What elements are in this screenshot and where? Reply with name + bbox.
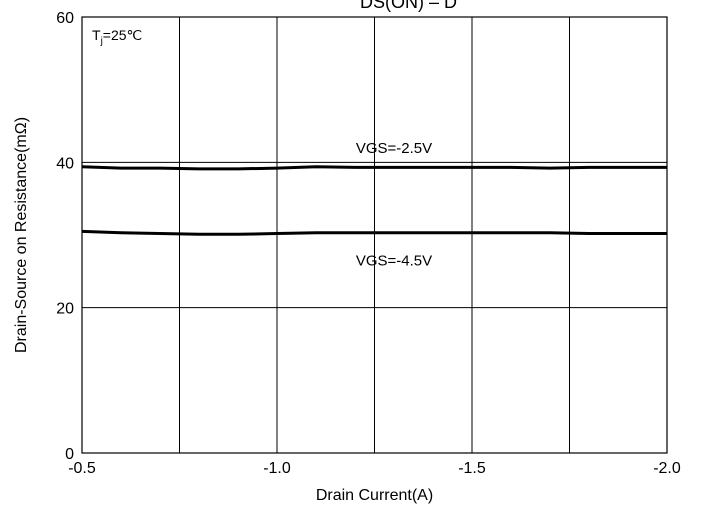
labels-layer: VGS=-2.5V VGS=-4.5V (356, 140, 432, 270)
y-tick-label-0: 0 (65, 446, 74, 463)
y-axis-label: Drain-Source on Resistance(mΩ) (13, 117, 30, 353)
x-tick-label-2: -1.5 (458, 460, 486, 477)
plot-frame (81, 16, 668, 454)
chart-title-partial: DS(ON) – D (360, 0, 457, 12)
y-tick-label-3: 60 (56, 10, 74, 27)
series-line-1 (81, 229, 667, 236)
y-tick-label-2: 40 (56, 155, 74, 172)
x-tick-label-3: -2.0 (653, 460, 681, 477)
series-line-0 (81, 165, 667, 171)
x-axis-label: Drain Current(A) (316, 487, 433, 504)
series-label-1: VGS=-4.5V (356, 252, 432, 269)
ticks-layer: -0.5 -1.0 -1.5 -2.0 0 20 40 60 (56, 10, 681, 477)
x-tick-label-0: -0.5 (68, 460, 96, 477)
y-tick-label-1: 20 (56, 301, 74, 318)
x-tick-label-1: -1.0 (263, 460, 291, 477)
series-label-0: VGS=-2.5V (356, 140, 432, 157)
tj-sub: j (100, 36, 103, 47)
tj-base: T (92, 27, 101, 43)
tj-rest: =25℃ (103, 27, 142, 43)
tj-annotation: Tj=25℃ (92, 27, 142, 47)
series-layer (81, 165, 667, 236)
